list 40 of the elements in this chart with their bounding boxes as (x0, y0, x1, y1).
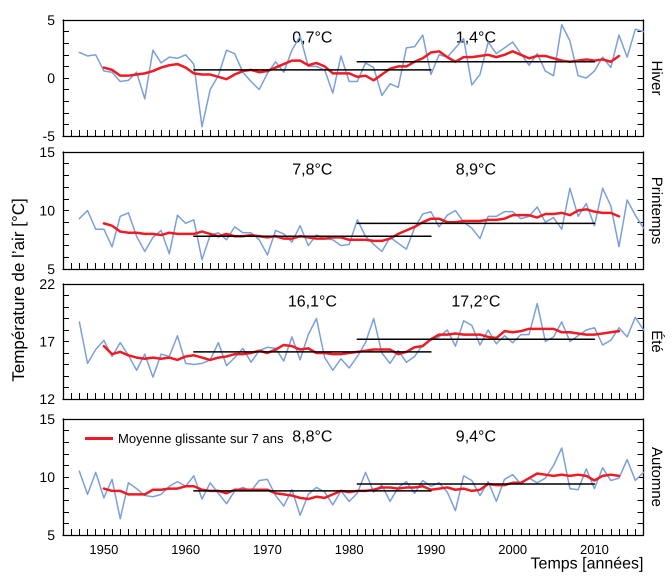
annotation: 16,1°C (288, 294, 337, 310)
y-tick-label: 0 (47, 70, 56, 86)
text: Hiver (648, 60, 665, 96)
x-tick-label: 2010 (580, 542, 609, 557)
line-series (78, 188, 644, 260)
line-series (78, 447, 644, 520)
y-tick-label: -5 (42, 128, 56, 144)
y-tick-label: 17 (39, 334, 56, 350)
text: Automne (648, 446, 665, 508)
x-tick-label: 1980 (334, 542, 364, 557)
x-tick-label: 1990 (416, 542, 446, 557)
legend-label: Moyenne glissante sur 7 ans (118, 431, 284, 446)
y-tick-label: 5 (47, 527, 56, 543)
annotation: 17,2°C (451, 294, 500, 310)
y-tick-label: 15 (39, 144, 56, 160)
annotation: 7,8°C (292, 162, 332, 178)
y-tick-label: 12 (39, 391, 56, 407)
y-tick-label: 10 (39, 202, 56, 218)
line-series (78, 24, 644, 128)
annotation: 0,7°C (292, 30, 332, 46)
y-axis-title: Température de l’air [°C] (9, 198, 29, 382)
x-tick-label: 1960 (171, 542, 200, 557)
y-tick-label: 10 (39, 469, 56, 485)
y-tick-label: 15 (39, 411, 56, 427)
x-axis-title: Temps [années] (530, 556, 644, 572)
line-series (102, 328, 620, 362)
line-series (102, 208, 620, 242)
y-tick-label: 22 (39, 276, 56, 292)
annotation: 8,9°C (456, 162, 496, 178)
annotation: 1,4°C (456, 30, 496, 46)
x-tick-label: 1970 (252, 542, 282, 557)
text: Printemps (648, 176, 665, 244)
text: Été (648, 330, 666, 353)
line-series (102, 50, 620, 82)
annotation: 9,4°C (456, 428, 496, 446)
y-tick-label: 5 (47, 261, 56, 277)
y-tick-label: 5 (47, 12, 56, 28)
x-tick-label: 2000 (498, 542, 528, 557)
x-tick-label: 1950 (89, 542, 118, 557)
annotation: 8,8°C (292, 428, 332, 446)
